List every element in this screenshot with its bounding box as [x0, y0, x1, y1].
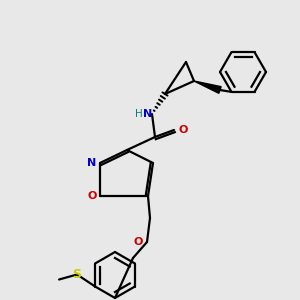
Text: S: S	[73, 268, 82, 281]
Text: N: N	[143, 109, 153, 119]
Polygon shape	[194, 81, 221, 93]
Text: H: H	[135, 109, 143, 119]
Text: O: O	[178, 125, 188, 135]
Text: O: O	[87, 191, 97, 201]
Text: O: O	[133, 237, 143, 247]
Text: N: N	[87, 158, 97, 168]
